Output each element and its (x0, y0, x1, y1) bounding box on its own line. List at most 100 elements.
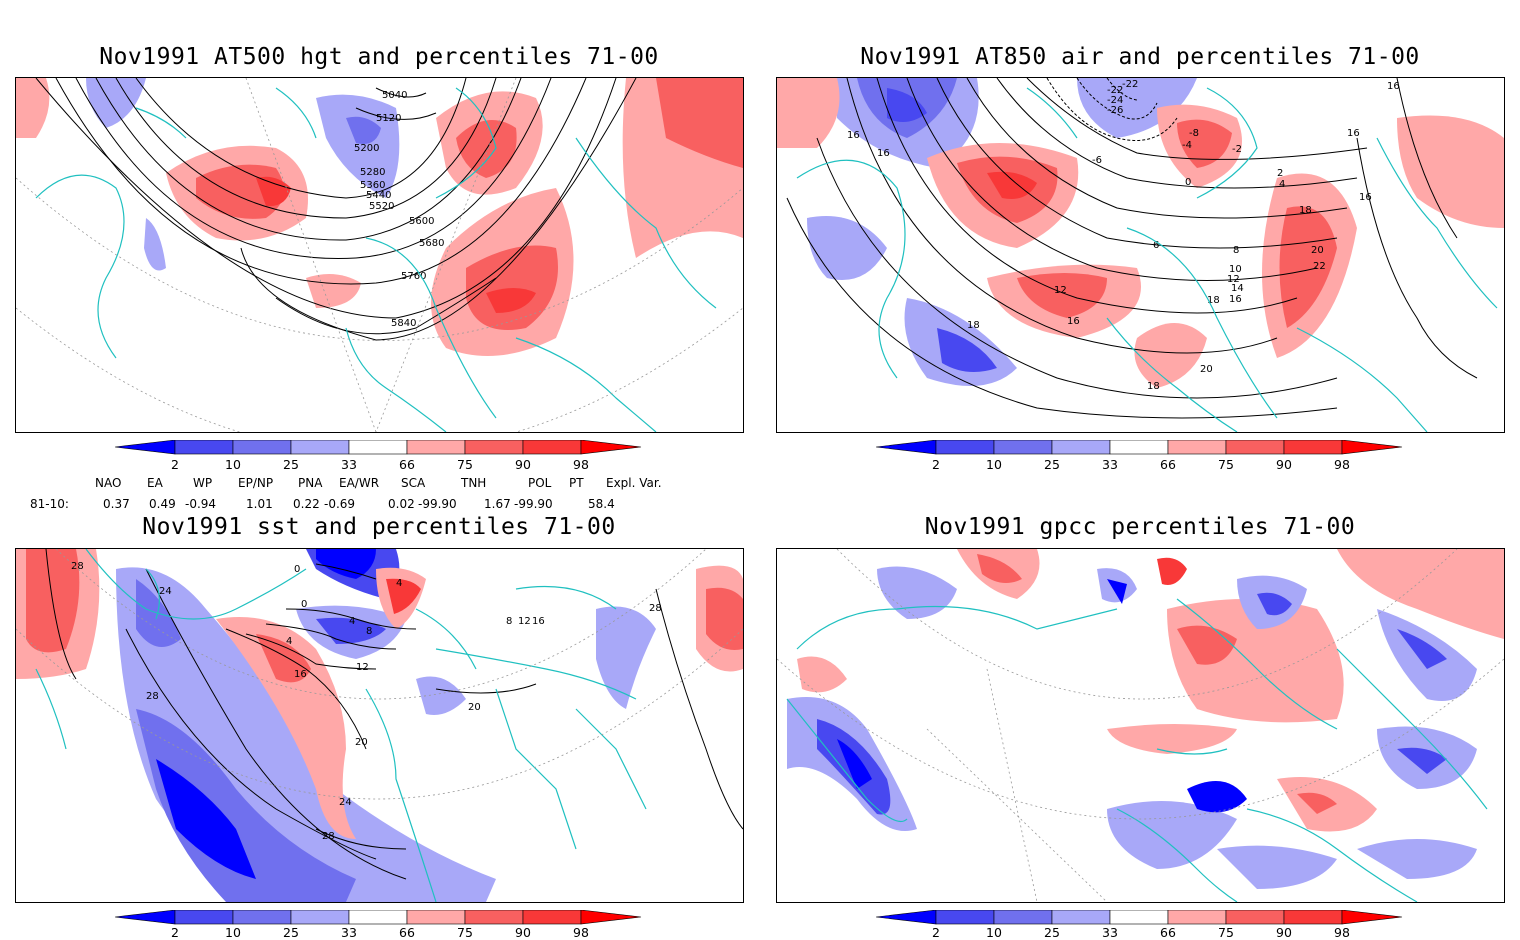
colorbar-label: 90 (1276, 925, 1292, 940)
contour-label: 12 (518, 616, 531, 627)
map-panel-hgt500: 5040 5120 5200 5280 5360 5440 5520 5600 … (15, 77, 744, 433)
colorbar-label: 90 (515, 457, 531, 472)
contour-label: 22 (1313, 261, 1326, 272)
contour-label: 16 (1067, 316, 1080, 327)
index-value-wp: -0.94 (185, 497, 217, 511)
index-header: EA (147, 476, 163, 490)
colorbar-label: 25 (283, 457, 299, 472)
colorbar-label: 75 (1218, 457, 1234, 472)
contour-label: 5440 (366, 190, 391, 201)
colorbar-label: 2 (171, 457, 179, 472)
index-header: NAO (95, 476, 122, 490)
map-hgt500: 5040 5120 5200 5280 5360 5440 5520 5600 … (16, 78, 743, 432)
contour-label: 16 (532, 616, 545, 627)
contour-label: -8 (1189, 128, 1199, 139)
index-value-ea: 0.49 (149, 497, 176, 511)
contour-label: 16 (294, 669, 307, 680)
contour-label: 5760 (401, 271, 426, 282)
colorbar-label: 33 (341, 457, 357, 472)
index-header: WP (193, 476, 213, 490)
map-gpcc (777, 549, 1504, 902)
panel-title-sst: Nov1991 sst and percentiles 71-00 (142, 514, 616, 540)
contour-label: 4 (396, 578, 402, 589)
index-header: EA/WR (339, 476, 380, 490)
index-value-explvar: 58.4 (588, 497, 615, 511)
colorbar-label: 25 (1044, 457, 1060, 472)
contour-label: 5680 (419, 238, 444, 249)
contour-label: 0 (1185, 177, 1191, 188)
index-header: TNH (461, 476, 487, 490)
index-header: EP/NP (238, 476, 274, 490)
contour-label: 20 (1200, 364, 1213, 375)
colorbar-label: 75 (457, 457, 473, 472)
contour-label: 14 (1231, 283, 1244, 294)
map-sst: 28 24 28 0 0 4 4 8 4 12 16 20 20 24 28 2… (16, 549, 743, 902)
colorbar-label: 33 (1102, 457, 1118, 472)
index-header: PT (569, 476, 584, 490)
contour-label: 8 (366, 626, 372, 637)
contour-label: 28 (71, 561, 84, 572)
contour-label: 24 (339, 797, 352, 808)
contour-label: 18 (1207, 295, 1220, 306)
colorbar-label: 98 (1334, 925, 1350, 940)
contour-label: 12 (1227, 274, 1240, 285)
colorbar-label: 98 (573, 925, 589, 940)
contour-label: 20 (1311, 245, 1324, 256)
contour-label: 16 (1229, 294, 1242, 305)
contour-label: 4 (1279, 179, 1285, 190)
contour-label: 5600 (409, 216, 434, 227)
contour-label: 28 (146, 691, 159, 702)
contour-label: 16 (1359, 192, 1372, 203)
contour-label: 6 (1153, 240, 1159, 251)
contour-label: 12 (356, 662, 369, 673)
contour-label: -2 (1232, 144, 1242, 155)
contour-label: 5200 (354, 143, 379, 154)
contour-label: 20 (468, 702, 481, 713)
colorbar-label: 10 (225, 457, 241, 472)
index-value-tnh: -99.90 (418, 497, 457, 511)
colorbar-label: 2 (932, 925, 940, 940)
contour-label: 18 (967, 320, 980, 331)
colorbar-label: 33 (1102, 925, 1118, 940)
contour-label: 24 (159, 586, 172, 597)
contour-label: 2 (1277, 168, 1283, 179)
colorbar-label: 75 (1218, 925, 1234, 940)
colorbar-label: 66 (1160, 457, 1176, 472)
index-value-sca: 0.02 (388, 497, 415, 511)
contour-label: -22 (1107, 85, 1123, 96)
contour-label: 18 (1299, 205, 1312, 216)
colorbar-air850 (876, 440, 1403, 455)
colorbar-label: 10 (986, 457, 1002, 472)
index-value-pt: -99.90 (514, 497, 553, 511)
map-panel-air850: -22 -22 -24 -26 -6 -4 -2 -8 0 2 4 16 16 … (776, 77, 1505, 433)
colorbar-label: 90 (515, 925, 531, 940)
colorbar-label: 33 (341, 925, 357, 940)
index-header: SCA (401, 476, 426, 490)
contour-label: 12 (1054, 285, 1067, 296)
contour-label: 16 (877, 148, 890, 159)
colorbar-label: 75 (457, 925, 473, 940)
colorbar-label: 90 (1276, 457, 1292, 472)
colorbar-sst (115, 910, 642, 925)
index-value-eawr: -0.69 (324, 497, 356, 511)
index-value-pna: 0.22 (293, 497, 320, 511)
map-air850: -22 -22 -24 -26 -6 -4 -2 -8 0 2 4 16 16 … (777, 78, 1504, 432)
contour-label: 28 (649, 603, 662, 614)
index-row-label: 81-10: (30, 497, 69, 511)
panel-title-air850: Nov1991 AT850 air and percentiles 71-00 (860, 44, 1420, 70)
colorbar-label: 10 (986, 925, 1002, 940)
contour-label: -4 (1182, 140, 1192, 151)
contour-label: 5040 (382, 90, 407, 101)
contour-label: 16 (1347, 128, 1360, 139)
colorbar-label: 98 (573, 457, 589, 472)
contour-label: 20 (355, 737, 368, 748)
contour-label: 8 (1233, 245, 1239, 256)
colorbar-label: 66 (399, 925, 415, 940)
colorbar-gpcc (876, 910, 1403, 925)
contour-label: -24 (1107, 95, 1123, 106)
index-value-epnp: 1.01 (246, 497, 273, 511)
contour-label: -26 (1107, 105, 1123, 116)
contour-label: 16 (847, 130, 860, 141)
colorbar-label: 2 (171, 925, 179, 940)
contour-label: 5520 (369, 201, 394, 212)
